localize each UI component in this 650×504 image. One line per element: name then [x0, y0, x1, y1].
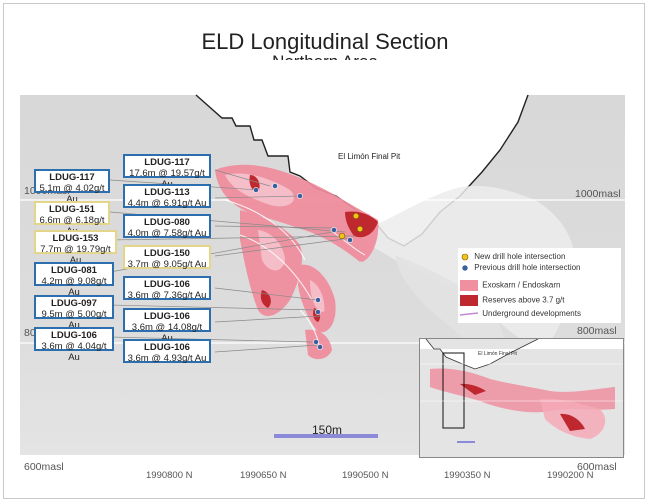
assay-label-box: LDUG-117 5.1m @ 4.02g/t Au — [34, 169, 110, 205]
figure-title: ELD Longitudinal Section — [201, 29, 449, 54]
assay-label-box: LDUG-150 3.7m @ 9.05g/t Au — [123, 245, 211, 270]
hole-id: LDUG-117 — [49, 172, 95, 183]
leader-lines — [109, 169, 356, 353]
legend-label: Reserves above 3.7 g/t — [482, 295, 565, 305]
assay-value: 3.6m @ 4.04g/t Au — [41, 341, 107, 363]
assay-value: 4.2m @ 9.08g/t Au — [41, 276, 107, 298]
underground-line-icon — [459, 312, 479, 316]
sky-area — [20, 60, 625, 246]
inset-drawing — [420, 338, 623, 457]
rock-mass-2 — [395, 255, 504, 360]
assay-value: 7.7m @ 19.79g/t Au — [40, 244, 111, 266]
assay-value: 4.0m @ 7.58g/t Au — [127, 228, 207, 239]
x-tick-label: 1990200 N — [547, 470, 594, 481]
elevation-600-right: 600masl — [577, 461, 617, 473]
legend-label: Underground developments — [482, 309, 581, 319]
new-drill-dot-icon — [461, 253, 469, 261]
legend-item-underground: Underground developments — [458, 309, 581, 319]
elevation-600-left: 600masl — [24, 461, 64, 473]
legend-label: Previous drill hole intersection — [474, 263, 581, 273]
new-drill-intersections — [338, 212, 364, 240]
assay-label-box: LDUG-081 4.2m @ 9.08g/t Au — [34, 262, 114, 298]
reserves-swatch-icon — [460, 295, 478, 306]
assay-label-box: LDUG-113 4.4m @ 6.91g/t Au — [123, 184, 211, 209]
hole-id: LDUG-106 — [144, 342, 190, 353]
hole-id: LDUG-117 — [144, 157, 190, 168]
hole-id: LDUG-113 — [144, 187, 190, 198]
assay-value: 9.5m @ 5.00g/t Au — [41, 309, 107, 331]
legend-item-exoskarn: Exoskarn / Endoskarn — [458, 280, 561, 291]
inset-map: El Limón Final Pit — [419, 338, 624, 458]
assay-value: 3.7m @ 9.05g/t Au — [127, 259, 207, 270]
skarn-highlights — [225, 173, 325, 312]
assay-value: 4.4m @ 6.91g/t Au — [127, 198, 207, 209]
assay-label-box: LDUG-117 17.6m @ 19.57g/t Au — [123, 154, 211, 190]
inset-pit-label: El Limón Final Pit — [478, 351, 517, 357]
scale-bar — [274, 434, 378, 438]
legend-item-previous: Previous drill hole intersection — [458, 263, 581, 273]
assay-value: 3.6m @ 14.08g/t Au — [131, 322, 203, 344]
assay-label-box: LDUG-153 7.7m @ 19.79g/t Au — [34, 230, 117, 266]
assay-label-box: LDUG-106 3.6m @ 7.36g/t Au — [123, 276, 211, 301]
hole-id: LDUG-081 — [51, 265, 97, 276]
legend-label: New drill hole intersection — [474, 252, 566, 262]
pit-label: El Limón Final Pit — [338, 152, 401, 161]
legend-label: Exoskarn / Endoskarn — [482, 280, 561, 290]
assay-label-box: LDUG-080 4.0m @ 7.58g/t Au — [123, 214, 211, 239]
assay-label-box: LDUG-106 3.6m @ 4.93g/t Au — [123, 339, 211, 364]
previous-drill-intersections — [253, 183, 353, 350]
hole-id: LDUG-153 — [52, 233, 99, 244]
hole-id: LDUG-106 — [144, 279, 190, 290]
exoskarn-swatch-icon — [460, 280, 478, 291]
assay-value: 3.6m @ 7.36g/t Au — [127, 290, 207, 301]
previous-drill-dot-icon — [461, 264, 469, 272]
hole-id: LDUG-106 — [51, 330, 97, 341]
legend: New drill hole intersection Previous dri… — [458, 248, 621, 323]
x-tick-label: 1990800 N — [146, 470, 193, 481]
hole-id: LDUG-151 — [49, 204, 95, 215]
hole-id: LDUG-097 — [51, 298, 97, 309]
assay-label-box: LDUG-106 3.6m @ 4.04g/t Au — [34, 327, 114, 363]
assay-label-box: LDUG-106 3.6m @ 14.08g/t Au — [123, 308, 211, 344]
legend-item-reserves: Reserves above 3.7 g/t — [458, 295, 565, 306]
x-tick-label: 1990350 N — [444, 470, 491, 481]
legend-item-new: New drill hole intersection — [458, 252, 565, 262]
hole-id: LDUG-080 — [144, 217, 190, 228]
assay-value: 5.1m @ 4.02g/t Au — [39, 183, 105, 205]
x-tick-label: 1990650 N — [240, 470, 287, 481]
scale-bar-label: 150m — [312, 423, 343, 437]
assay-label-box: LDUG-097 9.5m @ 5.00g/t Au — [34, 295, 114, 331]
x-tick-label: 1990500 N — [342, 470, 389, 481]
elevation-800-right: 800masl — [577, 325, 617, 337]
hole-id: LDUG-150 — [144, 248, 190, 259]
elevation-1000-right: 1000masl — [575, 188, 621, 200]
assay-label-box: LDUG-151 6.6m @ 6.18g/t Au — [34, 201, 110, 237]
assay-value: 3.6m @ 4.93g/t Au — [127, 353, 207, 364]
hole-id: LDUG-106 — [144, 311, 190, 322]
